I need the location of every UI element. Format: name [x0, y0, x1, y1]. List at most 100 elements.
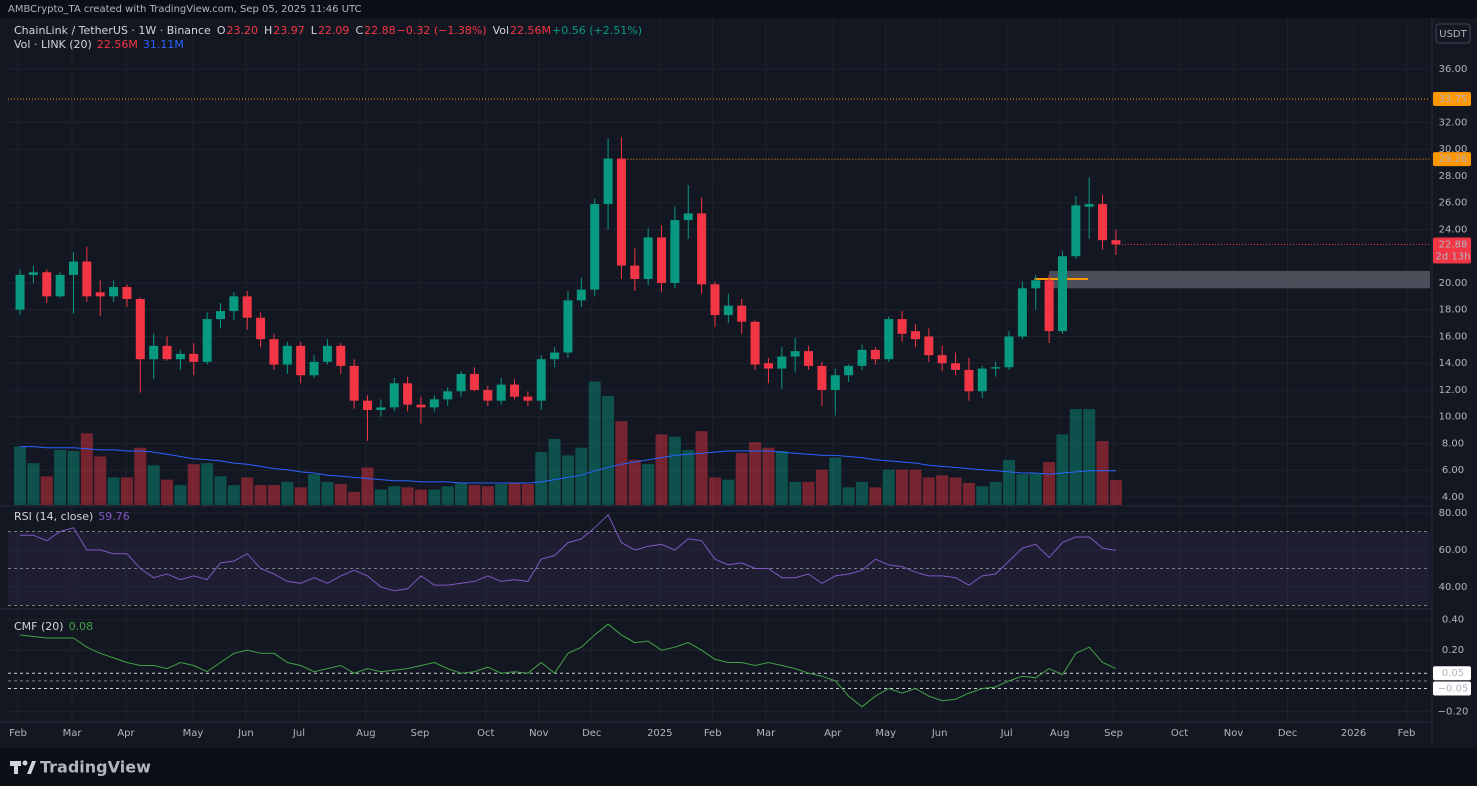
candle-body — [723, 305, 733, 316]
legend-item: 23.20 — [227, 24, 259, 37]
volume-bar — [869, 487, 882, 505]
volume-bar — [374, 489, 387, 505]
legend-item: 23.97 — [273, 24, 305, 37]
volume-bar — [27, 463, 40, 505]
volume-bar — [54, 449, 67, 505]
volume-bar — [428, 489, 441, 505]
volume-bar — [708, 477, 721, 505]
volume-bar — [588, 381, 601, 505]
brand: TradingView — [40, 758, 151, 777]
x-tick-label: Sep — [1104, 728, 1123, 739]
candle-body — [697, 213, 707, 285]
x-tick-label: Nov — [529, 728, 549, 739]
volume-bar — [521, 484, 534, 505]
x-tick-label: Feb — [9, 728, 27, 739]
volume-bar — [789, 481, 802, 505]
candle-body — [42, 272, 52, 297]
volume-bar — [388, 486, 401, 505]
volume-bar — [976, 486, 989, 505]
volume-bar — [829, 457, 842, 505]
volume-bar — [749, 442, 762, 505]
candle-body — [296, 345, 306, 376]
indicator-title: CMF (20) — [14, 620, 64, 633]
x-tick-label: Jun — [931, 728, 948, 739]
candle-body — [429, 399, 439, 408]
candle-body — [55, 274, 65, 297]
candle-body — [630, 265, 640, 279]
volume-bar — [668, 436, 681, 505]
candle-body — [443, 391, 453, 400]
volume-bar — [628, 459, 641, 505]
y-tick-label: 0.20 — [1442, 645, 1464, 656]
x-tick-label: Apr — [117, 728, 135, 739]
x-tick-label: Sep — [410, 728, 429, 739]
candle-body — [469, 373, 479, 390]
x-tick-label: May — [875, 728, 896, 739]
candle-body — [189, 353, 199, 362]
y-tick-label: 16.00 — [1439, 331, 1468, 342]
volume-bar — [1029, 473, 1042, 505]
candle-body — [456, 373, 466, 392]
candle-body — [389, 383, 399, 408]
indicator-legend: CMF (20) 0.08 — [14, 620, 93, 633]
candle-body — [322, 345, 332, 362]
volume-bar — [882, 469, 895, 505]
candle-body — [95, 292, 105, 297]
candle-body — [710, 284, 720, 316]
x-tick-label: Apr — [824, 728, 842, 739]
candle-body — [790, 351, 800, 357]
volume-bar — [722, 479, 735, 505]
volume-bar — [856, 481, 869, 505]
candle-body — [416, 404, 426, 408]
currency[interactable]: USDT — [1439, 29, 1467, 40]
x-tick-label: 2026 — [1341, 728, 1366, 739]
candle-body — [897, 319, 907, 334]
candle-body — [750, 321, 760, 365]
volume-bar — [241, 477, 254, 505]
candle-body — [28, 272, 38, 275]
candle-body — [1004, 336, 1014, 368]
candle-body — [229, 296, 239, 312]
currency-button[interactable] — [1435, 23, 1471, 44]
volume-bar — [508, 482, 521, 505]
legend: ChainLink / TetherUS · 1W · Binance O23.2… — [14, 24, 642, 37]
indicator-line — [20, 513, 1116, 592]
volume-bar — [67, 450, 80, 505]
volume-bar — [254, 485, 267, 505]
volume-bar — [40, 476, 53, 505]
legend-item: O — [217, 24, 226, 37]
candle-body — [1084, 204, 1094, 207]
candle-body — [175, 353, 185, 360]
indicator-value: 0.08 — [69, 620, 94, 633]
axis-label: 29.26 — [1439, 154, 1468, 165]
volume-bar — [401, 487, 414, 505]
candle-body — [737, 305, 747, 322]
candle-body — [122, 286, 132, 300]
volume-bar — [201, 463, 214, 505]
y-tick-label: 60.00 — [1439, 545, 1468, 556]
candle-body — [657, 237, 667, 283]
y-tick-label: 18.00 — [1439, 305, 1468, 316]
volume-bar — [80, 433, 93, 505]
volume-sma — [20, 446, 1116, 484]
candle-body — [977, 368, 987, 392]
volume-bar — [989, 481, 1002, 505]
volume-bar — [936, 475, 949, 505]
candle-body — [510, 384, 520, 397]
legend-item: L — [311, 24, 318, 37]
candle-body — [536, 359, 546, 401]
logo — [10, 760, 36, 774]
volume-bar — [655, 434, 668, 505]
candle-body — [937, 355, 947, 364]
volume-bar — [1016, 474, 1029, 505]
volume-bar — [441, 486, 454, 505]
y-tick-label: 20.00 — [1439, 278, 1468, 289]
volume-bar — [147, 465, 160, 505]
candle-body — [242, 296, 252, 318]
candle-body — [215, 311, 225, 320]
candle-body — [1111, 240, 1121, 245]
y-tick-label: −0.20 — [1438, 706, 1469, 717]
axis-label-box — [1433, 666, 1471, 681]
candle-body — [616, 158, 626, 266]
